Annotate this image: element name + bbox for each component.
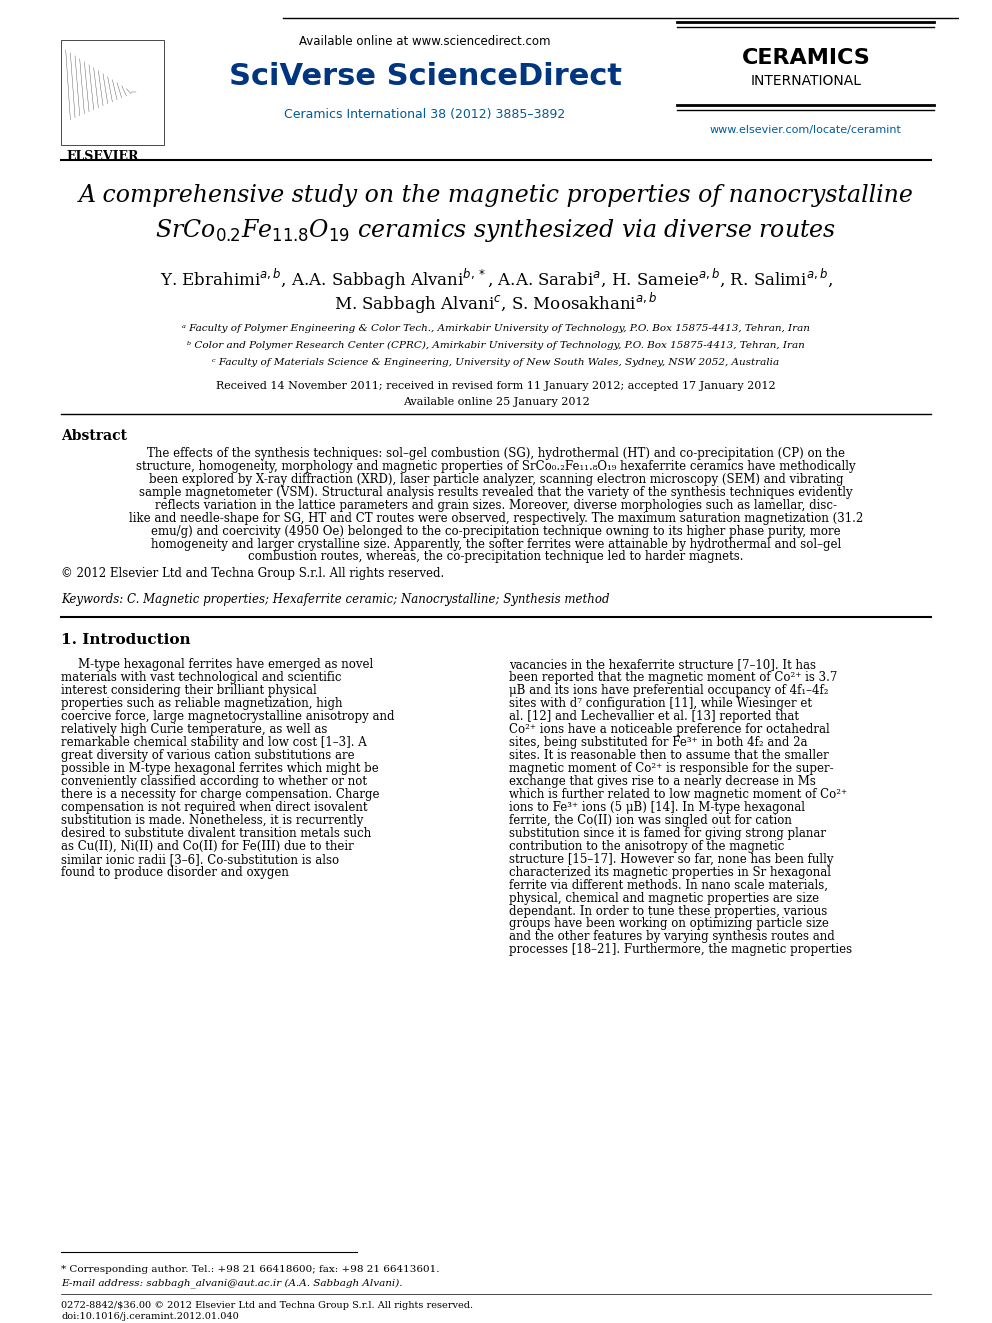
Text: substitution is made. Nonetheless, it is recurrently: substitution is made. Nonetheless, it is… [62,814,363,827]
Text: and the other features by varying synthesis routes and: and the other features by varying synthe… [509,930,835,943]
Text: structure [15–17]. However so far, none has been fully: structure [15–17]. However so far, none … [509,852,833,865]
Text: M. Sabbagh Alvani$^{c}$, S. Moosakhani$^{a,b}$: M. Sabbagh Alvani$^{c}$, S. Moosakhani$^… [334,291,658,316]
Text: CERAMICS: CERAMICS [741,48,870,67]
Text: as Cu(II), Ni(II) and Co(II) for Fe(III) due to their: as Cu(II), Ni(II) and Co(II) for Fe(III)… [62,840,354,853]
Text: INTERNATIONAL: INTERNATIONAL [750,74,861,87]
Text: interest considering their brilliant physical: interest considering their brilliant phy… [62,684,316,697]
Text: contribution to the anisotropy of the magnetic: contribution to the anisotropy of the ma… [509,840,785,853]
Text: relatively high Curie temperature, as well as: relatively high Curie temperature, as we… [62,724,327,736]
Text: been explored by X-ray diffraction (XRD), laser particle analyzer, scanning elec: been explored by X-ray diffraction (XRD)… [149,472,843,486]
Text: like and needle-shape for SG, HT and CT routes were observed, respectively. The : like and needle-shape for SG, HT and CT … [129,512,863,525]
Text: possible in M-type hexagonal ferrites which might be: possible in M-type hexagonal ferrites wh… [62,762,379,775]
Text: ions to Fe³⁺ ions (5 μB) [14]. In M-type hexagonal: ions to Fe³⁺ ions (5 μB) [14]. In M-type… [509,800,806,814]
Text: reflects variation in the lattice parameters and grain sizes. Moreover, diverse : reflects variation in the lattice parame… [155,499,837,512]
Text: μB and its ions have preferential occupancy of 4f₁–4f₂: μB and its ions have preferential occupa… [509,684,828,697]
Text: www.elsevier.com/locate/ceramint: www.elsevier.com/locate/ceramint [710,124,902,135]
Text: remarkable chemical stability and low cost [1–3]. A: remarkable chemical stability and low co… [62,736,367,749]
Text: structure, homogeneity, morphology and magnetic properties of SrCo₀.₂Fe₁₁.₈O₁₉ h: structure, homogeneity, morphology and m… [136,459,856,472]
Text: ᶜ Faculty of Materials Science & Engineering, University of New South Wales, Syd: ᶜ Faculty of Materials Science & Enginee… [212,359,780,366]
Text: Keywords: C. Magnetic properties; Hexaferrite ceramic; Nanocrystalline; Synthesi: Keywords: C. Magnetic properties; Hexafe… [62,594,609,606]
Text: similar ionic radii [3–6]. Co-substitution is also: similar ionic radii [3–6]. Co-substituti… [62,852,339,865]
Text: sites, being substituted for Fe³⁺ in both 4f₂ and 2a: sites, being substituted for Fe³⁺ in bot… [509,736,807,749]
Text: coercive force, large magnetocrystalline anisotropy and: coercive force, large magnetocrystalline… [62,710,395,724]
Text: ferrite via different methods. In nano scale materials,: ferrite via different methods. In nano s… [509,878,828,892]
Text: compensation is not required when direct isovalent: compensation is not required when direct… [62,800,368,814]
Text: conveniently classified according to whether or not: conveniently classified according to whe… [62,775,367,789]
Text: SrCo$_{0.2}$Fe$_{11.8}$O$_{19}$ ceramics synthesized via diverse routes: SrCo$_{0.2}$Fe$_{11.8}$O$_{19}$ ceramics… [156,217,836,245]
Text: Received 14 November 2011; received in revised form 11 January 2012; accepted 17: Received 14 November 2011; received in r… [216,381,776,392]
Text: 1. Introduction: 1. Introduction [62,634,190,647]
Text: 0272-8842/$36.00 © 2012 Elsevier Ltd and Techna Group S.r.l. All rights reserved: 0272-8842/$36.00 © 2012 Elsevier Ltd and… [62,1302,473,1311]
Text: characterized its magnetic properties in Sr hexagonal: characterized its magnetic properties in… [509,865,831,878]
Text: E-mail address: sabbagh_alvani@aut.ac.ir (A.A. Sabbagh Alvani).: E-mail address: sabbagh_alvani@aut.ac.ir… [62,1278,403,1289]
Text: sites. It is reasonable then to assume that the smaller: sites. It is reasonable then to assume t… [509,749,829,762]
Text: combustion routes, whereas, the co-precipitation technique led to harder magnets: combustion routes, whereas, the co-preci… [248,550,744,564]
Text: great diversity of various cation substitutions are: great diversity of various cation substi… [62,749,355,762]
Text: The effects of the synthesis techniques: sol–gel combustion (SG), hydrothermal (: The effects of the synthesis techniques:… [147,447,845,460]
Text: doi:10.1016/j.ceramint.2012.01.040: doi:10.1016/j.ceramint.2012.01.040 [62,1312,239,1322]
Text: ᵇ Color and Polymer Research Center (CPRC), Amirkabir University of Technology, : ᵇ Color and Polymer Research Center (CPR… [187,341,805,351]
Text: Available online 25 January 2012: Available online 25 January 2012 [403,397,589,407]
Text: which is further related to low magnetic moment of Co²⁺: which is further related to low magnetic… [509,787,847,800]
Text: physical, chemical and magnetic properties are size: physical, chemical and magnetic properti… [509,892,819,905]
Text: materials with vast technological and scientific: materials with vast technological and sc… [62,671,341,684]
Text: sites with d⁷ configuration [11], while Wiesinger et: sites with d⁷ configuration [11], while … [509,697,812,710]
Text: ELSEVIER: ELSEVIER [66,149,139,163]
Text: groups have been working on optimizing particle size: groups have been working on optimizing p… [509,917,829,930]
Text: vacancies in the hexaferrite structure [7–10]. It has: vacancies in the hexaferrite structure [… [509,659,816,671]
Text: desired to substitute divalent transition metals such: desired to substitute divalent transitio… [62,827,371,840]
Text: Abstract: Abstract [62,429,127,443]
Text: © 2012 Elsevier Ltd and Techna Group S.r.l. All rights reserved.: © 2012 Elsevier Ltd and Techna Group S.r… [62,568,444,581]
Text: dependant. In order to tune these properties, various: dependant. In order to tune these proper… [509,905,827,918]
Text: SciVerse ScienceDirect: SciVerse ScienceDirect [228,62,622,91]
Text: * Corresponding author. Tel.: +98 21 66418600; fax: +98 21 66413601.: * Corresponding author. Tel.: +98 21 664… [62,1265,439,1274]
Text: processes [18–21]. Furthermore, the magnetic properties: processes [18–21]. Furthermore, the magn… [509,943,852,957]
Text: magnetic moment of Co²⁺ is responsible for the super-: magnetic moment of Co²⁺ is responsible f… [509,762,833,775]
Text: Y. Ebrahimi$^{a,b}$, A.A. Sabbagh Alvani$^{b,*}$, A.A. Sarabi$^{a}$, H. Sameie$^: Y. Ebrahimi$^{a,b}$, A.A. Sabbagh Alvani… [160,267,832,292]
Text: been reported that the magnetic moment of Co²⁺ is 3.7: been reported that the magnetic moment o… [509,671,837,684]
Text: substitution since it is famed for giving strong planar: substitution since it is famed for givin… [509,827,826,840]
Text: sample magnetometer (VSM). Structural analysis results revealed that the variety: sample magnetometer (VSM). Structural an… [139,486,853,499]
Text: Ceramics International 38 (2012) 3885–3892: Ceramics International 38 (2012) 3885–38… [285,107,565,120]
Text: M-type hexagonal ferrites have emerged as novel: M-type hexagonal ferrites have emerged a… [77,659,373,671]
Text: emu/g) and coercivity (4950 Oe) belonged to the co-precipitation technique ownin: emu/g) and coercivity (4950 Oe) belonged… [151,524,841,537]
Text: al. [12] and Lechevallier et al. [13] reported that: al. [12] and Lechevallier et al. [13] re… [509,710,800,724]
Text: properties such as reliable magnetization, high: properties such as reliable magnetizatio… [62,697,342,710]
Text: exchange that gives rise to a nearly decrease in Ms: exchange that gives rise to a nearly dec… [509,775,816,789]
Text: ᵃ Faculty of Polymer Engineering & Color Tech., Amirkabir University of Technolo: ᵃ Faculty of Polymer Engineering & Color… [183,324,809,333]
Text: ferrite, the Co(II) ion was singled out for cation: ferrite, the Co(II) ion was singled out … [509,814,792,827]
FancyBboxPatch shape [62,40,164,144]
Text: homogeneity and larger crystalline size. Apparently, the softer ferrites were at: homogeneity and larger crystalline size.… [151,537,841,550]
Text: there is a necessity for charge compensation. Charge: there is a necessity for charge compensa… [62,787,380,800]
Text: found to produce disorder and oxygen: found to produce disorder and oxygen [62,865,289,878]
Text: Available online at www.sciencedirect.com: Available online at www.sciencedirect.co… [300,34,551,48]
Text: Co²⁺ ions have a noticeable preference for octahedral: Co²⁺ ions have a noticeable preference f… [509,724,830,736]
Text: A comprehensive study on the magnetic properties of nanocrystalline: A comprehensive study on the magnetic pr… [78,184,914,208]
